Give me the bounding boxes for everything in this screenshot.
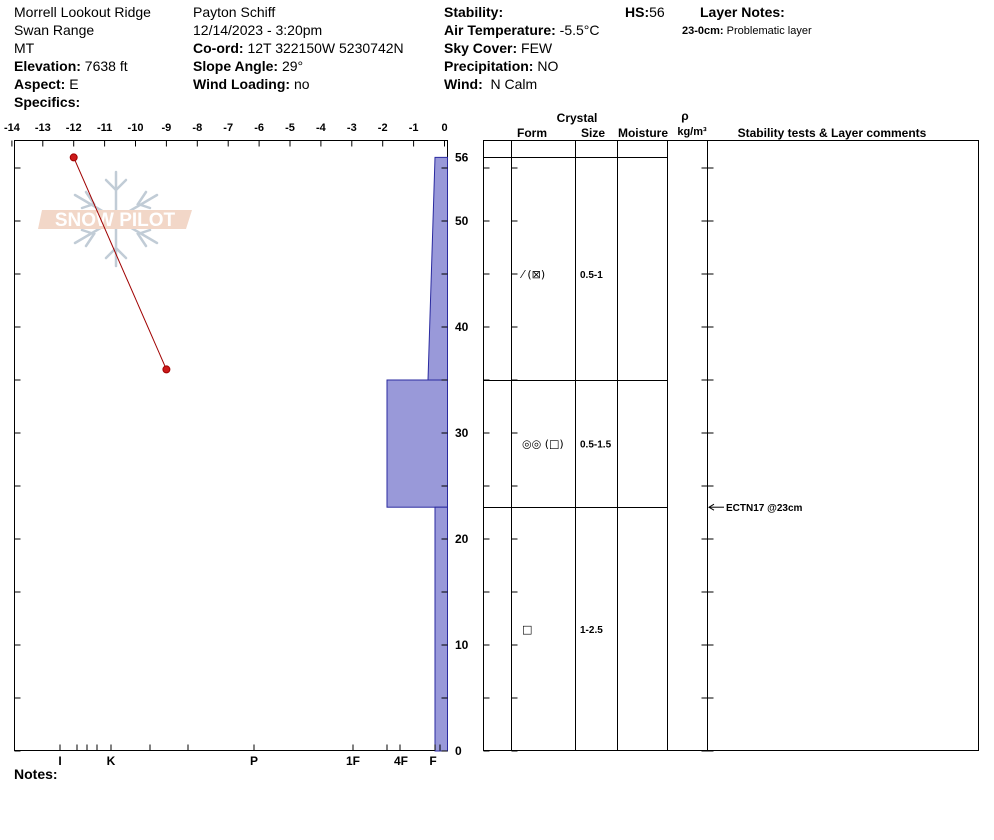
- location-name: Morrell Lookout Ridge: [14, 4, 151, 20]
- temp-tick-label: -2: [378, 122, 388, 134]
- temp-tick-label: -13: [35, 122, 51, 134]
- stability-field: Stability:: [444, 4, 504, 20]
- hardness-label: K: [107, 754, 116, 768]
- temp-tick-label: -1: [409, 122, 419, 134]
- stability-test-label: ECTN17 @23cm: [726, 503, 803, 514]
- hardness-label: 1F: [346, 754, 360, 768]
- height-tick-label: 0: [455, 744, 462, 758]
- height-tick-label: 40: [455, 320, 469, 334]
- temp-tick-label: -8: [192, 122, 202, 134]
- layer-note: 23-0cm: Problematic layer: [682, 25, 812, 37]
- notes-label: Notes:: [14, 766, 58, 782]
- hardness-bar: [434, 506, 448, 752]
- crystal-size: 0.5-1.5: [580, 440, 612, 451]
- temp-tick-label: -10: [128, 122, 144, 134]
- layer-notes-label: Layer Notes:: [700, 4, 785, 20]
- height-tick-label: 20: [455, 532, 469, 546]
- svg-text:SNOW PILOT: SNOW PILOT: [55, 210, 176, 231]
- aspect-field: Aspect: E: [14, 76, 79, 92]
- wind-field: Wind: N Calm: [444, 76, 538, 92]
- temp-tick-label: -3: [347, 122, 357, 134]
- crystal-header: Crystal: [557, 111, 598, 125]
- crystal-size: 1-2.5: [580, 625, 603, 636]
- profile-plot-frame: [14, 140, 448, 751]
- stability-test-arrowhead: [708, 503, 715, 511]
- temperature-line: [73, 157, 167, 370]
- temp-tick-label: -4: [316, 122, 327, 134]
- height-tick-label: 10: [455, 638, 469, 652]
- range-name: Swan Range: [14, 22, 95, 38]
- temp-tick-label: -12: [66, 122, 82, 134]
- rho-header: ρ: [681, 109, 688, 123]
- temperature-point: [69, 153, 78, 162]
- height-tick-label: 56: [455, 150, 469, 164]
- height-tick-label: 50: [455, 214, 469, 228]
- temp-tick-label: -5: [285, 122, 295, 134]
- hardness-label: I: [58, 754, 61, 768]
- air-temp-field: Air Temperature: -5.5°C: [444, 22, 600, 38]
- sky-cover-field: Sky Cover: FEW: [444, 40, 553, 56]
- hardness-bar: [386, 379, 448, 508]
- precipitation-field: Precipitation: NO: [444, 58, 559, 74]
- hs-field: HS:56: [625, 4, 665, 20]
- temp-tick-label: -11: [97, 122, 112, 134]
- coord-field: Co-ord: 12T 322150W 5230742N: [193, 40, 404, 56]
- state-name: MT: [14, 40, 35, 56]
- temp-tick-label: -9: [162, 122, 172, 134]
- snow-pilot-logo: SNOW PILOT: [38, 170, 192, 268]
- hardness-label: 4F: [394, 754, 408, 768]
- observation-datetime: 12/14/2023 - 3:20pm: [193, 22, 323, 38]
- temperature-point: [162, 365, 171, 374]
- hardness-label: P: [250, 754, 258, 768]
- slope-field: Slope Angle: 29°: [193, 58, 304, 74]
- temp-tick-label: -6: [254, 122, 264, 134]
- height-tick-label: 30: [455, 426, 469, 440]
- size-header: Size: [581, 126, 605, 140]
- form-header: Form: [517, 126, 547, 140]
- temp-tick-label: -14: [4, 122, 21, 134]
- temp-tick-label: 0: [441, 122, 447, 134]
- moisture-header: Moisture: [618, 126, 668, 140]
- temp-tick-label: -7: [223, 122, 233, 134]
- crystal-form-symbol: ⁄ (⊠): [519, 268, 545, 281]
- layer-table-columns: [511, 140, 708, 751]
- specifics-field: Specifics:: [14, 94, 81, 110]
- density-unit-header: kg/m³: [677, 126, 707, 138]
- crystal-form-symbol: □: [522, 623, 532, 636]
- observer-name: Payton Schiff: [193, 4, 276, 20]
- layer-table-frame: [483, 140, 979, 751]
- hardness-bar: [427, 156, 448, 381]
- wind-loading-field: Wind Loading: no: [193, 76, 310, 92]
- elevation-field: Elevation: 7638 ft: [14, 58, 128, 74]
- comments-header: Stability tests & Layer comments: [738, 126, 927, 140]
- crystal-size: 0.5-1: [580, 270, 603, 281]
- hardness-label: F: [429, 754, 436, 768]
- crystal-form-symbol: ◎◎ (□): [522, 438, 564, 451]
